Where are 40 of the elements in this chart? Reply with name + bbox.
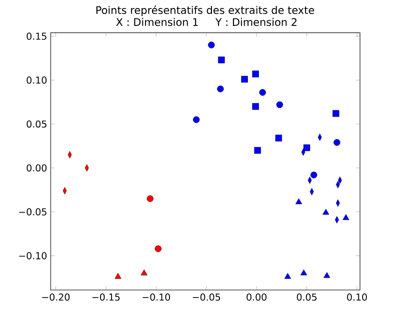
y-tick-label: −0.05 xyxy=(19,208,46,216)
point xyxy=(295,198,302,204)
point xyxy=(324,272,330,278)
x-tick-label: −0.10 xyxy=(142,294,170,301)
point xyxy=(334,139,340,146)
y-tick-label: 0.10 xyxy=(26,76,47,84)
point xyxy=(259,89,266,96)
point xyxy=(332,110,340,117)
x-tick-label: 0.00 xyxy=(246,294,266,301)
point xyxy=(154,245,162,252)
point xyxy=(342,214,350,220)
point xyxy=(192,116,200,123)
point xyxy=(114,273,122,279)
point xyxy=(284,273,292,279)
chart-subtitle: X : Dimension 1 Y : Dimension 2 xyxy=(116,18,296,26)
point xyxy=(140,270,148,276)
point xyxy=(218,56,225,64)
point xyxy=(276,101,283,108)
point xyxy=(322,208,330,215)
chart-title: Points représentatifs des extraits de texte xyxy=(96,6,314,16)
y-tick-label: 0.15 xyxy=(26,32,46,40)
point xyxy=(252,103,259,110)
x-tick-label: −0.20 xyxy=(42,294,70,301)
x-tick-label: 0.05 xyxy=(296,294,316,301)
point xyxy=(252,70,259,78)
x-tick-label: 0.10 xyxy=(347,294,367,301)
point xyxy=(310,172,318,178)
x-tick-label: −0.05 xyxy=(192,294,220,301)
point xyxy=(254,147,261,154)
point xyxy=(241,76,248,83)
y-tick-label: 0.00 xyxy=(26,164,47,172)
y-tick-label: 0.05 xyxy=(26,120,46,128)
point xyxy=(303,144,310,152)
point xyxy=(217,86,224,92)
point xyxy=(208,42,215,48)
x-tick-label: −0.15 xyxy=(92,294,120,301)
point xyxy=(300,270,308,276)
point xyxy=(146,195,154,202)
point xyxy=(275,134,282,142)
y-tick-label: −0.10 xyxy=(19,252,47,260)
